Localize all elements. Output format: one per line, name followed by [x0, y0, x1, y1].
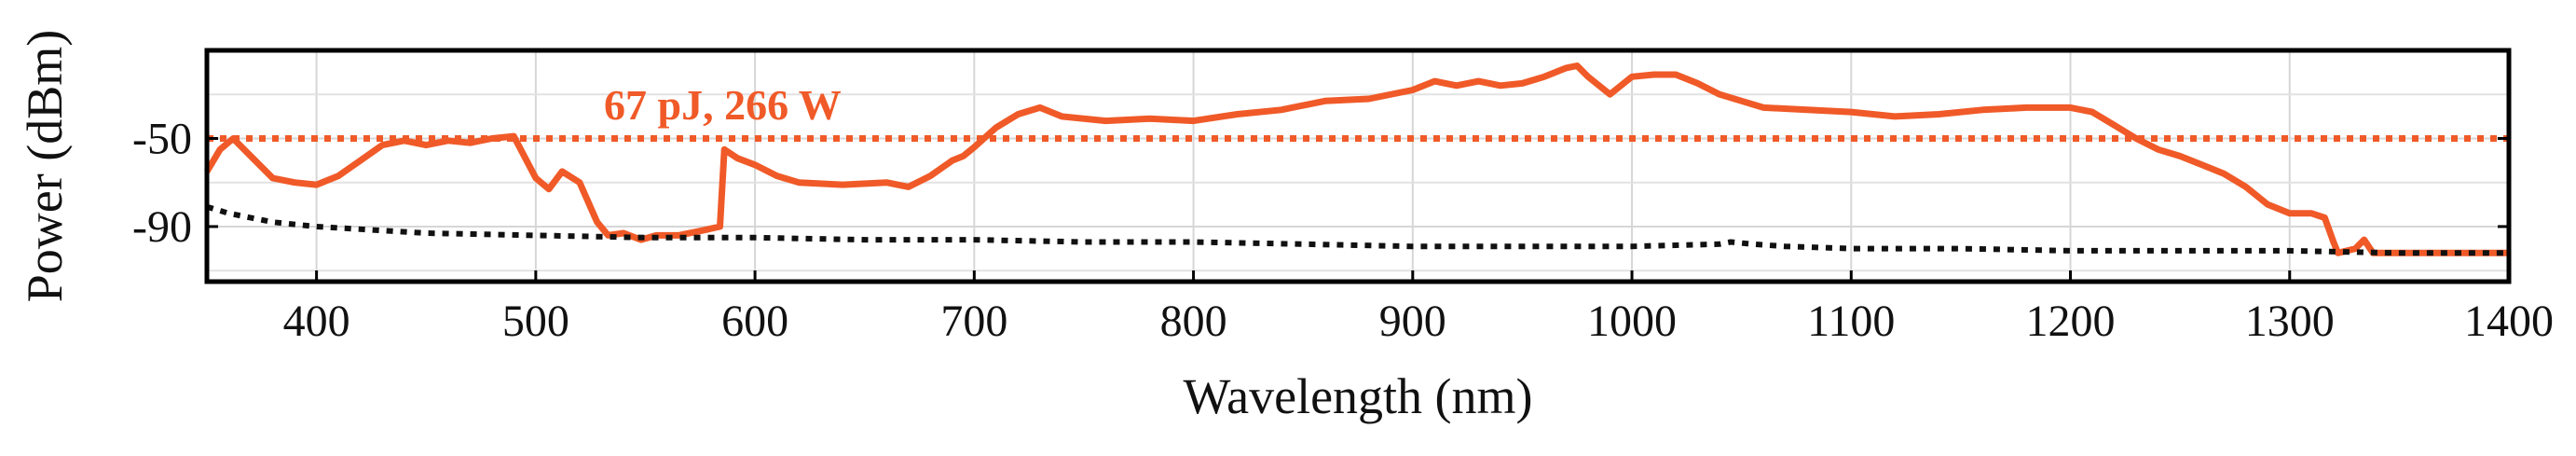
x-axis-title: Wavelength (nm)	[1183, 368, 1532, 424]
annotation-label: 67 pJ, 266 W	[604, 81, 842, 129]
y-axis-title: Power (dBm)	[17, 30, 73, 302]
x-tick-label: 1200	[2026, 297, 2116, 346]
x-tick-label: 1400	[2464, 297, 2554, 346]
y-tick-label: -50	[132, 114, 192, 163]
y-tick-label: -90	[132, 202, 192, 252]
plot-frame	[204, 48, 2512, 284]
x-tick-label: 1300	[2245, 297, 2335, 346]
x-tick-label: 600	[721, 297, 788, 346]
x-tick-label: 500	[502, 297, 569, 346]
noise-floor-line	[206, 203, 2509, 256]
gridlines	[207, 49, 2509, 282]
x-tick-label: 400	[283, 297, 350, 346]
tick-marks	[207, 136, 2511, 282]
x-tick-label: 900	[1379, 297, 1446, 346]
x-tick-label: 700	[940, 297, 1007, 346]
x-tick-label: 800	[1160, 297, 1227, 346]
spectrum-line	[203, 62, 2509, 256]
x-tick-label: 1000	[1587, 297, 1677, 346]
x-tick-label: 1100	[1807, 297, 1895, 346]
series-layer	[203, 62, 2509, 256]
tick-labels: 400 500 600 700 800 900 1000 1100 1200 1300 1400 -5…	[132, 114, 2554, 346]
